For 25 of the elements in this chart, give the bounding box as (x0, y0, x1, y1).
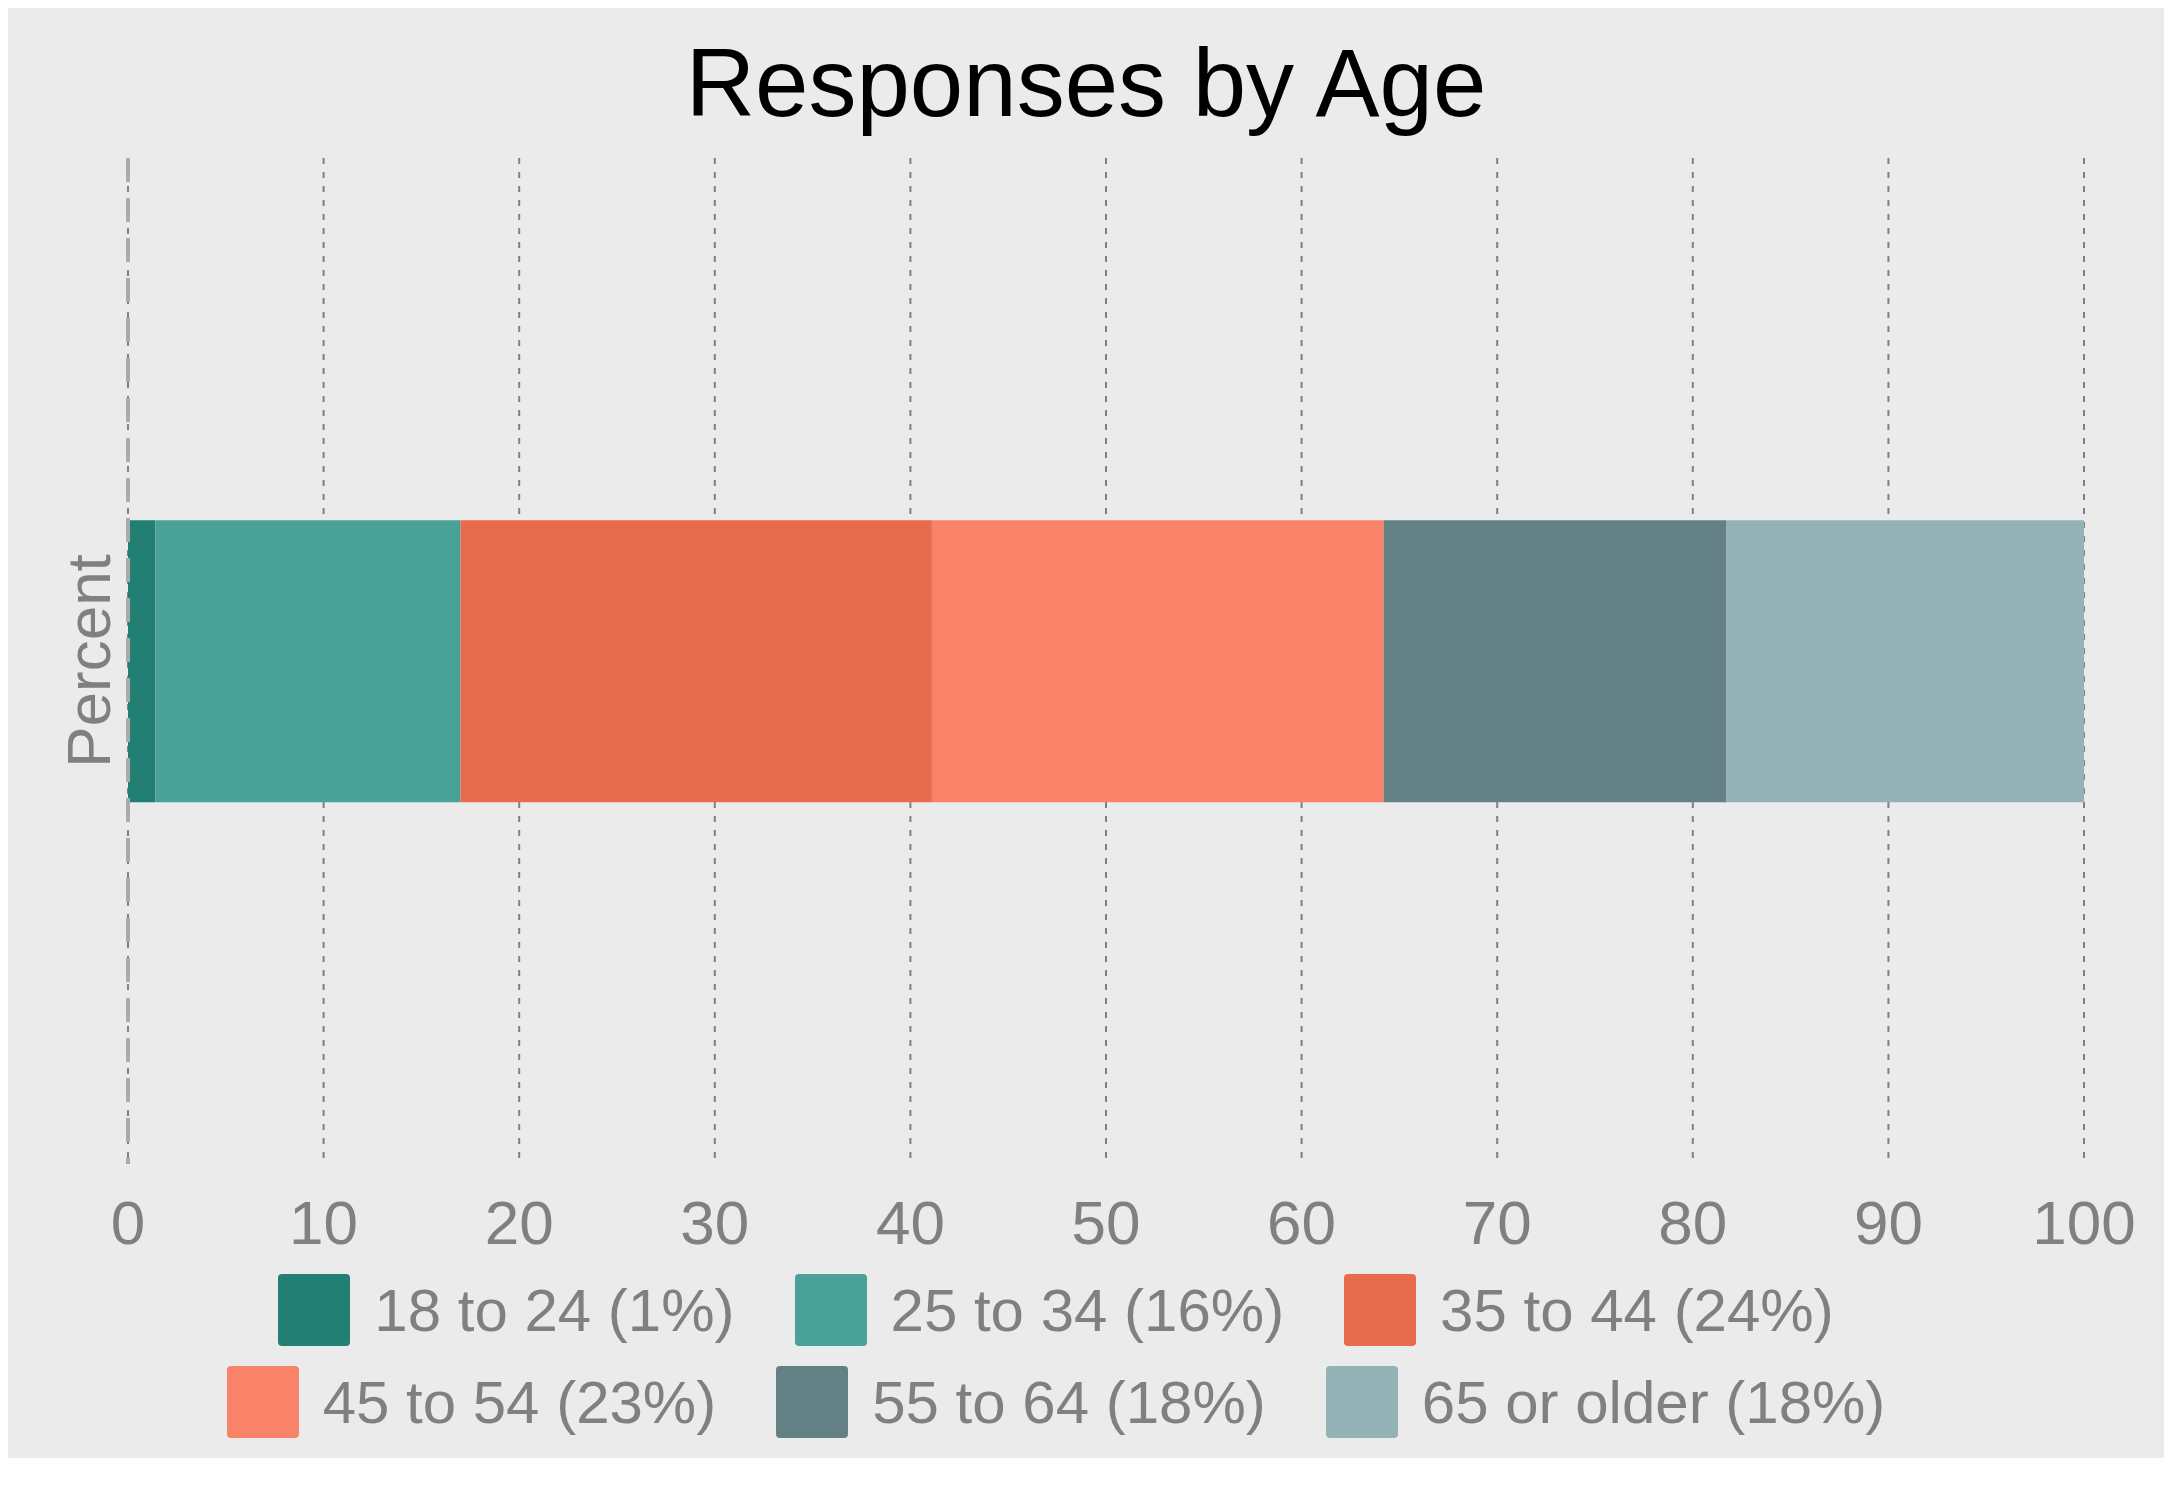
x-tick-label: 10 (289, 1188, 359, 1258)
x-tick-label: 90 (1853, 1188, 1923, 1258)
bar (460, 520, 932, 803)
x-tick-label: 70 (1462, 1188, 1532, 1258)
x-tick-label: 80 (1658, 1188, 1728, 1258)
bar (1726, 520, 2084, 803)
bar (128, 520, 156, 803)
x-tick-label: 50 (1071, 1188, 1141, 1258)
legend-label: 45 to 54 (23%) (322, 1367, 717, 1437)
bar (1383, 520, 1727, 803)
bar (155, 520, 461, 803)
x-tick-label: 30 (680, 1188, 750, 1258)
x-tick-label: 0 (110, 1188, 146, 1258)
x-tick-label: 100 (2032, 1188, 2136, 1258)
chart-title: Responses by Age (684, 28, 1488, 138)
x-tick-label: 40 (875, 1188, 945, 1258)
legend-label: 55 to 64 (18%) (872, 1367, 1266, 1437)
x-tick-label: 60 (1267, 1188, 1337, 1258)
legend-label: 65 or older (18%) (1421, 1367, 1886, 1437)
y-tick-label: Percent (54, 554, 123, 768)
legend-label: 18 to 24 (1%) (374, 1275, 735, 1345)
x-tick-label: 20 (484, 1188, 554, 1258)
legend-label: 35 to 44 (24%) (1440, 1275, 1834, 1345)
bar (931, 520, 1384, 803)
legend-label: 25 to 34 (16%) (890, 1275, 1285, 1345)
